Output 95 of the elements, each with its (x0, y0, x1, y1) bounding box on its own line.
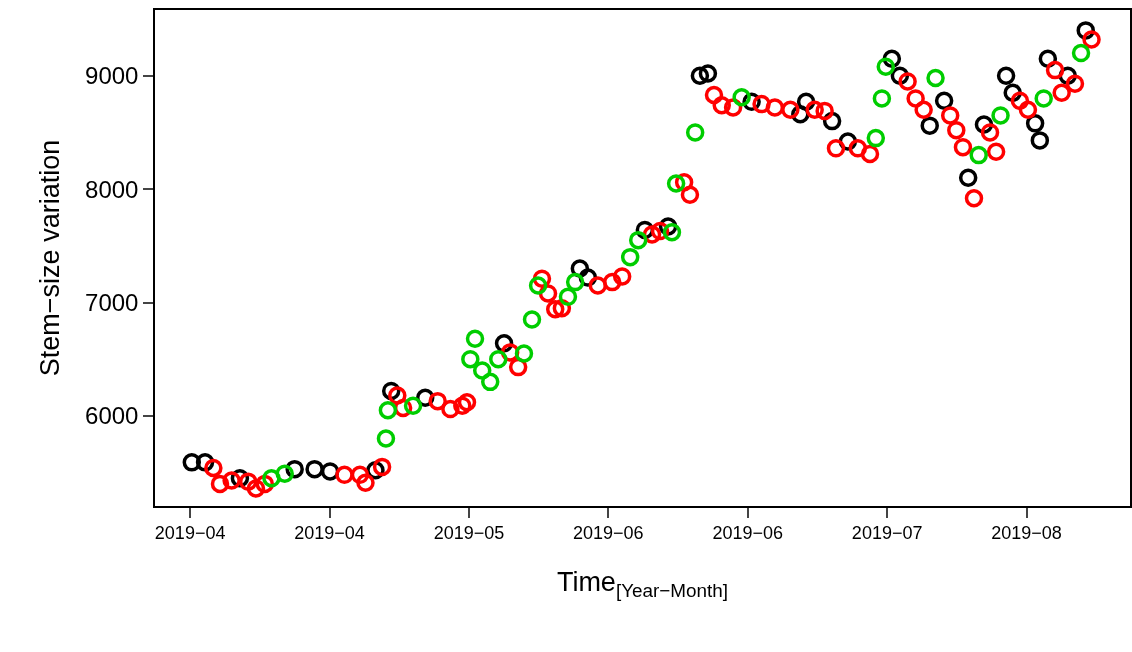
point (826, 139, 846, 158)
point (680, 185, 700, 205)
point (457, 393, 477, 412)
point (356, 473, 375, 492)
point (305, 459, 324, 479)
point (732, 88, 751, 107)
point (1052, 83, 1071, 102)
point (953, 137, 973, 157)
point (934, 91, 954, 110)
point (876, 57, 896, 76)
point (275, 464, 294, 483)
point (906, 89, 925, 108)
x-tick-label: 2019−04 (294, 523, 365, 544)
point (1071, 43, 1091, 63)
point (860, 144, 880, 164)
point (964, 188, 984, 208)
point (1045, 60, 1065, 80)
point (545, 300, 565, 319)
point (480, 372, 500, 392)
point (388, 386, 407, 405)
x-tick-label: 2019−04 (154, 523, 226, 544)
x-tick-label: 2019−05 (433, 523, 505, 544)
point (926, 68, 945, 88)
point (376, 429, 396, 448)
point (666, 174, 686, 193)
point (765, 98, 785, 117)
point (489, 349, 508, 369)
point (246, 479, 266, 498)
point (712, 95, 731, 115)
point (1082, 30, 1101, 49)
point (866, 128, 886, 148)
point (996, 66, 1016, 85)
point (848, 139, 868, 158)
x-tick-label: 2019−08 (991, 523, 1062, 544)
point (238, 472, 258, 491)
point (920, 116, 939, 135)
point (1018, 100, 1038, 120)
point (372, 457, 392, 477)
point (378, 400, 398, 420)
point (947, 120, 966, 140)
point (690, 66, 710, 85)
point (1034, 89, 1053, 108)
point (528, 276, 548, 295)
point (914, 100, 933, 120)
point (222, 471, 241, 490)
point (662, 222, 682, 242)
point (350, 465, 370, 485)
point (1030, 131, 1050, 150)
point (602, 272, 622, 292)
y-tick-label: 7000 (85, 288, 139, 316)
point (958, 168, 978, 188)
point (403, 396, 423, 415)
x-tick-label: 2019−06 (712, 523, 784, 544)
point (698, 64, 718, 83)
point (940, 106, 960, 125)
point (558, 287, 578, 307)
point (980, 123, 1000, 142)
point (685, 123, 705, 142)
x-tick-label: 2019−06 (573, 523, 644, 544)
point (620, 247, 640, 267)
point (781, 100, 800, 120)
y-tick-label: 6000 (85, 402, 139, 430)
point (182, 453, 202, 472)
point (805, 100, 824, 120)
point (752, 94, 771, 114)
point (898, 72, 917, 91)
x-tick-label: 2019−07 (851, 523, 923, 544)
point (1065, 74, 1085, 93)
point (522, 310, 542, 329)
point (453, 396, 472, 415)
y-tick-label: 9000 (85, 62, 139, 90)
y-axis-title: Stem−size variation (34, 139, 65, 377)
point (514, 344, 534, 363)
point (335, 465, 354, 485)
point (628, 230, 648, 250)
point (588, 276, 608, 295)
point (815, 101, 834, 121)
point (872, 89, 892, 108)
point (969, 145, 988, 165)
point (465, 329, 485, 349)
x-axis-title: Time$_{[Year−Month]}$ (556, 567, 729, 601)
point (991, 106, 1010, 125)
point (262, 468, 281, 488)
y-tick-label: 8000 (85, 175, 139, 203)
point (612, 267, 632, 286)
point (204, 458, 223, 478)
point (704, 85, 724, 105)
point (1010, 91, 1030, 110)
point (472, 361, 492, 380)
point (441, 399, 460, 419)
point (565, 272, 585, 292)
point (210, 474, 230, 494)
point (461, 349, 480, 369)
point (986, 142, 1006, 161)
point (428, 391, 447, 411)
